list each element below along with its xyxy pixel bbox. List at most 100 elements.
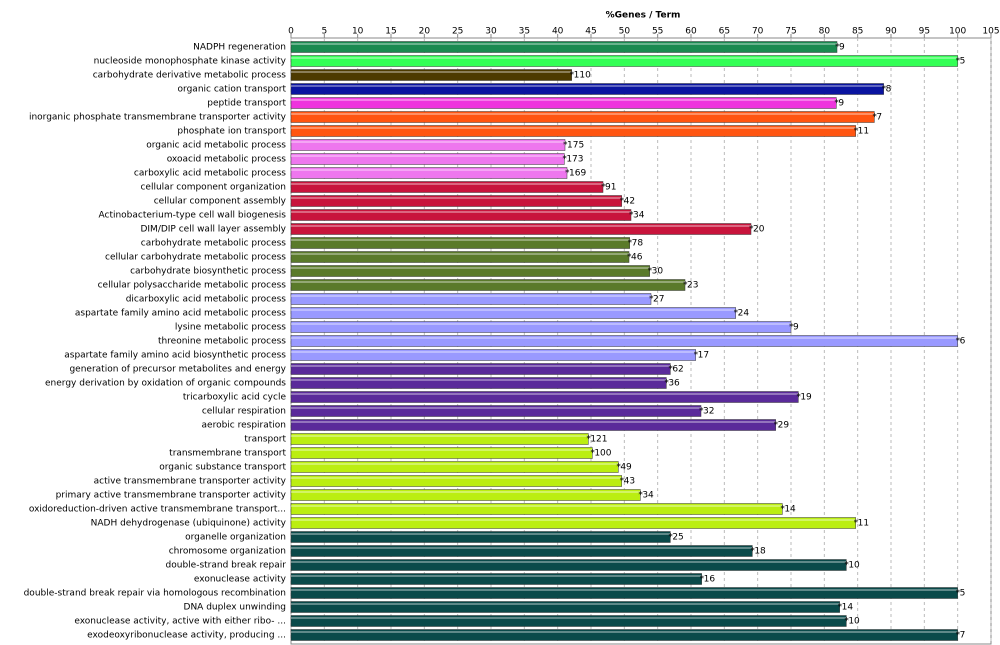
bar-highlight: [291, 631, 958, 633]
x-tick-label: 5: [321, 27, 327, 37]
bar: [290, 251, 630, 263]
bar: [290, 209, 632, 221]
category-label: organic cation transport: [178, 85, 287, 95]
asterisk: *: [627, 253, 632, 263]
asterisk: *: [780, 505, 785, 515]
bar-highlight: [291, 295, 651, 297]
gene-count-label: 173: [566, 155, 583, 165]
bar-highlight: [291, 533, 671, 535]
x-tick-label: 75: [785, 27, 796, 37]
asterisk: *: [590, 449, 595, 459]
x-tick-label: 15: [385, 27, 396, 37]
bar-highlight: [291, 435, 589, 437]
gene-count-label: 18: [754, 547, 766, 557]
gene-count-label: 19: [800, 393, 812, 403]
bar-highlight: [291, 589, 958, 591]
bar-highlight: [291, 393, 799, 395]
bar-highlight: [291, 323, 791, 325]
bar: [290, 587, 958, 599]
asterisk: *: [664, 379, 669, 389]
bar: [290, 363, 671, 375]
category-label: carboxylic acid metabolic process: [134, 169, 286, 179]
category-label: aspartate family amino acid metabolic pr…: [75, 309, 286, 319]
gene-count-label: 27: [653, 295, 664, 305]
x-tick-label: 60: [685, 27, 697, 37]
gene-count-label: 23: [687, 281, 698, 291]
category-label: organic acid metabolic process: [146, 141, 286, 151]
gene-count-label: 34: [633, 211, 645, 221]
asterisk: *: [844, 561, 849, 571]
bar: [290, 167, 568, 179]
asterisk: *: [882, 85, 887, 95]
bar: [290, 349, 696, 361]
gene-count-label: 14: [842, 603, 854, 613]
asterisk: *: [854, 127, 859, 137]
bar: [290, 545, 753, 557]
bar: [290, 41, 838, 53]
x-tick-label: 95: [919, 27, 930, 37]
bar-highlight: [291, 561, 847, 563]
bar-highlight: [291, 477, 622, 479]
category-label: cellular respiration: [202, 407, 286, 417]
bar-highlight: [291, 57, 958, 59]
gene-count-label: 36: [668, 379, 680, 389]
bar: [290, 629, 958, 641]
category-label: exonuclease activity: [194, 575, 287, 585]
category-label: double-strand break repair via homologou…: [24, 589, 286, 599]
category-label: double-strand break repair: [166, 561, 287, 571]
category-label: transport: [244, 435, 286, 445]
gene-count-label: 11: [858, 519, 869, 529]
bar: [290, 405, 702, 417]
gene-count-label: 7: [960, 631, 966, 641]
bar: [290, 69, 572, 81]
bar-highlight: [291, 379, 667, 381]
gene-count-label: 25: [672, 533, 683, 543]
gene-count-label: 30: [652, 267, 664, 277]
bar: [290, 335, 958, 347]
bar-highlight: [291, 225, 751, 227]
bar: [290, 125, 856, 137]
asterisk: *: [616, 463, 621, 473]
bar: [290, 237, 630, 249]
category-label: primary active transmembrane transporter…: [56, 491, 287, 501]
category-label: cellular component organization: [140, 183, 286, 193]
gene-count-label: 169: [569, 169, 586, 179]
category-label: aspartate family amino acid biosynthetic…: [64, 351, 286, 361]
gene-count-label: 9: [838, 99, 844, 109]
gene-count-label: 9: [793, 323, 799, 333]
category-label: generation of precursor metabolites and …: [69, 365, 286, 375]
x-tick-label: 80: [819, 27, 831, 37]
asterisk: *: [668, 533, 673, 543]
gene-count-label: 175: [567, 141, 584, 151]
x-tick-label: 55: [652, 27, 663, 37]
gene-count-label: 110: [574, 71, 591, 81]
category-label: oxoacid metabolic process: [167, 155, 287, 165]
bar: [290, 419, 776, 431]
bar-highlight: [291, 113, 875, 115]
bar-highlight: [291, 505, 783, 507]
bar-highlight: [291, 155, 565, 157]
gene-count-label: 10: [848, 561, 860, 571]
bar: [290, 139, 566, 151]
gene-count-label: 8: [886, 85, 892, 95]
category-label: NADH dehydrogenase (ubiquinone) activity: [91, 519, 287, 529]
asterisk: *: [774, 421, 779, 431]
asterisk: *: [601, 183, 606, 193]
asterisk: *: [699, 407, 704, 417]
category-label: exonuclease activity, active with either…: [74, 617, 286, 627]
bar: [290, 489, 641, 501]
gene-count-label: 49: [620, 463, 632, 473]
x-tick-label: 100: [949, 27, 966, 37]
gene-count-label: 7: [876, 113, 882, 123]
asterisk: *: [586, 435, 591, 445]
category-label: DNA duplex unwinding: [184, 603, 286, 613]
asterisk: *: [648, 267, 653, 277]
bar: [290, 531, 671, 543]
asterisk: *: [854, 519, 859, 529]
x-tick-label: 30: [485, 27, 497, 37]
asterisk: *: [838, 603, 843, 613]
bar: [290, 97, 837, 109]
bar: [290, 223, 752, 235]
asterisk: *: [563, 141, 568, 151]
bar-highlight: [291, 337, 958, 339]
